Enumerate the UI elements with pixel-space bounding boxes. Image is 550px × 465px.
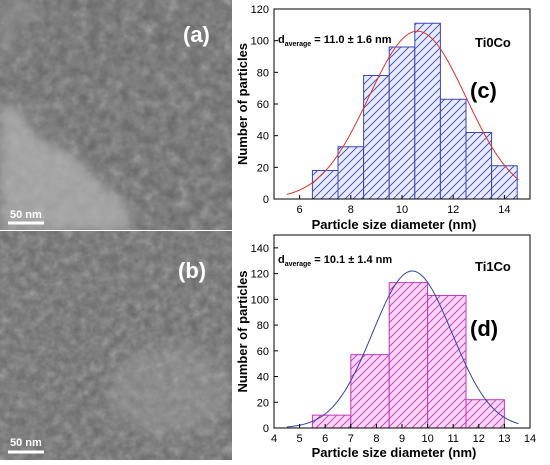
histogram-c-ylabel: Number of particles <box>235 43 250 165</box>
histogram-bar <box>465 132 493 200</box>
histogram-d-average-annotation: daverage = 10.1 ± 1.4 nm <box>278 254 392 268</box>
y-tick-label: 40 <box>257 372 269 384</box>
histogram-d-panel-label: (d) <box>470 316 498 341</box>
x-tick-label: 12 <box>447 204 459 216</box>
histogram-bar <box>414 22 441 200</box>
histogram-bar <box>337 146 365 200</box>
annot-d-subscript: average <box>285 261 312 268</box>
x-tick-label: 14 <box>524 433 536 445</box>
x-tick-label: 5 <box>297 433 303 445</box>
histogram-bar <box>311 170 339 200</box>
histogram-bar <box>311 414 352 429</box>
x-tick-label: 10 <box>396 204 408 216</box>
x-tick-label: 14 <box>498 204 510 216</box>
x-tick-label: 10 <box>421 433 433 445</box>
y-tick-label: 60 <box>257 346 269 358</box>
x-tick-label: 13 <box>498 433 510 445</box>
x-tick-label: 12 <box>473 433 485 445</box>
y-tick-label: 120 <box>251 269 269 281</box>
scale-bar-label-b: 50 nm <box>10 437 42 449</box>
y-tick-label: 20 <box>257 397 269 409</box>
histogram-d-bars <box>311 282 505 429</box>
histogram-bar <box>427 294 467 429</box>
histogram-c-panel-label: (c) <box>470 78 497 103</box>
x-tick-label: 4 <box>271 433 277 445</box>
y-tick-label: 0 <box>263 423 269 435</box>
histogram-c-gaussian-fit <box>286 30 519 195</box>
panel-label-b: (b) <box>178 258 206 283</box>
histogram-bar <box>388 282 429 429</box>
histogram-d-ticks: 0 20 40 60 80 100 120 140 4 5 6 7 8 9 10 11 12 13 14 <box>251 243 536 445</box>
y-tick-label: 80 <box>257 320 269 332</box>
histogram-d: 0 20 40 60 80 100 120 140 4 5 6 7 8 9 10 11 12 13 14 Numbe… <box>235 234 536 460</box>
histogram-c-ticks: 0 20 40 60 80 100 120 6 8 10 12 14 <box>251 4 511 216</box>
histogram-c-average-annotation: daverage = 11.0 ± 1.6 nm <box>278 34 392 48</box>
histogram-c-bars <box>311 22 518 200</box>
histogram-d-ylabel: Number of particles <box>235 270 250 392</box>
histogram-bar <box>388 46 416 200</box>
histogram-bar <box>491 165 518 200</box>
y-tick-label: 80 <box>257 67 269 79</box>
annot-d-prefix: d <box>278 254 285 266</box>
y-tick-label: 120 <box>251 4 269 16</box>
panel-label-a: (a) <box>183 22 210 47</box>
histogram-bar <box>363 75 390 200</box>
y-tick-label: 60 <box>257 99 269 111</box>
tem-image-a <box>0 0 232 230</box>
y-tick-label: 100 <box>251 36 269 48</box>
y-tick-label: 140 <box>251 243 269 255</box>
y-tick-label: 20 <box>257 162 269 174</box>
y-tick-label: 100 <box>251 294 269 306</box>
x-tick-label: 11 <box>447 433 458 445</box>
y-tick-label: 0 <box>263 194 269 206</box>
x-tick-label: 9 <box>399 433 405 445</box>
histogram-c-sample-label: Ti0Co <box>475 35 511 50</box>
annot-c-subscript: average <box>285 41 312 48</box>
annot-d-value: = 10.1 ± 1.4 nm <box>311 254 392 266</box>
histogram-d-xlabel: Particle size diameter (nm) <box>312 445 477 460</box>
y-tick-label: 40 <box>257 131 269 143</box>
scale-bar-label-a: 50 nm <box>10 209 42 221</box>
tem-image-b <box>0 230 232 460</box>
x-tick-label: 8 <box>348 204 354 216</box>
annot-c-value: = 11.0 ± 1.6 nm <box>311 34 392 46</box>
histogram-d-gaussian-fit <box>286 270 519 428</box>
histogram-bar <box>439 98 467 200</box>
histogram-c: 0 20 40 60 80 100 120 6 8 10 12 14 Number of partic… <box>235 4 531 232</box>
annot-c-prefix: d <box>278 34 285 46</box>
histogram-bar <box>350 354 390 429</box>
x-tick-label: 8 <box>373 433 379 445</box>
x-tick-label: 6 <box>322 433 328 445</box>
x-tick-label: 7 <box>348 433 354 445</box>
histogram-d-sample-label: Ti1Co <box>475 259 511 274</box>
histogram-c-xlabel: Particle size diameter (nm) <box>312 217 477 232</box>
x-tick-label: 6 <box>297 204 303 216</box>
